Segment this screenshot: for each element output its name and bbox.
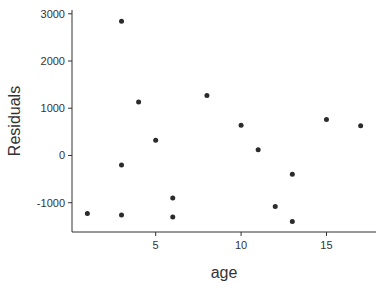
y-tick-label: -1000 (37, 197, 65, 209)
point (290, 172, 295, 177)
point (324, 117, 329, 122)
y-tick-label: 0 (59, 149, 65, 161)
point (136, 100, 141, 105)
point (273, 204, 278, 209)
point (119, 19, 124, 24)
point (239, 123, 244, 128)
point (170, 214, 175, 219)
point (119, 212, 124, 217)
points (85, 19, 363, 224)
y-tick-label: 3000 (41, 8, 65, 20)
y-axis-label: Residuals (6, 86, 23, 156)
y-axis (72, 10, 73, 232)
point (170, 195, 175, 200)
y-tick (68, 108, 72, 109)
x-tick (326, 232, 327, 236)
y-tick (68, 13, 72, 14)
y-tick (68, 155, 72, 156)
point (85, 211, 90, 216)
y-tick (68, 61, 72, 62)
x-tick-label: 10 (235, 239, 247, 251)
x-axis (72, 232, 376, 233)
x-tick (155, 232, 156, 236)
x-tick-label: 15 (320, 239, 332, 251)
point (204, 93, 209, 98)
y-tick (68, 202, 72, 203)
y-tick-label: 2000 (41, 55, 65, 67)
point (358, 123, 363, 128)
x-tick (241, 232, 242, 236)
point (256, 147, 261, 152)
point (119, 162, 124, 167)
x-tick-label: 5 (153, 239, 159, 251)
y-tick-label: 1000 (41, 102, 65, 114)
x-axis-label: age (211, 264, 238, 281)
point (290, 219, 295, 224)
point (153, 138, 158, 143)
